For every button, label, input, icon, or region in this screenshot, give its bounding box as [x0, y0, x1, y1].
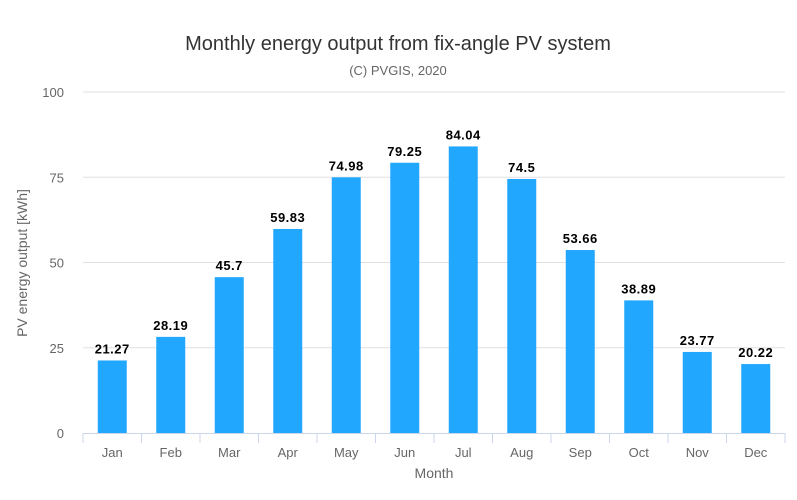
data-label: 79.25 [387, 144, 422, 159]
data-label: 74.98 [329, 158, 364, 173]
x-tick-label: Sep [569, 445, 592, 460]
bar-mar [214, 277, 244, 433]
x-tick-label: Apr [278, 445, 299, 460]
y-tick-label: 75 [50, 170, 64, 185]
bar-apr [273, 228, 303, 433]
bar-dec [741, 364, 771, 433]
x-tick-label: Oct [629, 445, 650, 460]
data-label: 59.83 [270, 210, 305, 225]
x-axis-title: Month [415, 465, 454, 481]
bar-oct [624, 300, 654, 433]
y-tick-label: 100 [42, 85, 64, 100]
data-label: 53.66 [563, 231, 598, 246]
y-tick-label: 50 [50, 256, 64, 271]
bar-feb [156, 336, 186, 433]
bar-nov [682, 351, 712, 433]
data-label: 23.77 [680, 333, 715, 348]
x-tick-label: May [334, 445, 359, 460]
x-tick-label: Aug [510, 445, 533, 460]
data-label: 28.19 [153, 318, 188, 333]
bar-aug [507, 178, 537, 433]
x-tick-label: Feb [160, 445, 182, 460]
data-label: 21.27 [95, 341, 130, 356]
x-tick-label: Jun [394, 445, 415, 460]
x-tick-label: Nov [686, 445, 710, 460]
bar-jun [390, 162, 420, 433]
x-tick-label: Mar [218, 445, 241, 460]
x-tick-label: Jul [455, 445, 472, 460]
bar-sep [565, 250, 595, 433]
y-tick-label: 0 [57, 426, 64, 441]
data-label: 38.89 [621, 281, 656, 296]
x-tick-label: Dec [744, 445, 768, 460]
data-label: 45.7 [216, 258, 243, 273]
x-tick-label: Jan [102, 445, 123, 460]
bar-may [331, 177, 361, 433]
chart-subtitle: (C) PVGIS, 2020 [349, 63, 447, 78]
chart-title: Monthly energy output from fix-angle PV … [185, 33, 611, 55]
y-axis-title: PV energy output [kWh] [14, 189, 30, 337]
bar-jul [448, 146, 478, 434]
bar-jan [97, 360, 127, 433]
y-tick-label: 25 [50, 341, 64, 356]
data-label: 84.04 [446, 127, 481, 142]
data-label: 74.5 [508, 160, 535, 175]
data-label: 20.22 [738, 345, 773, 360]
